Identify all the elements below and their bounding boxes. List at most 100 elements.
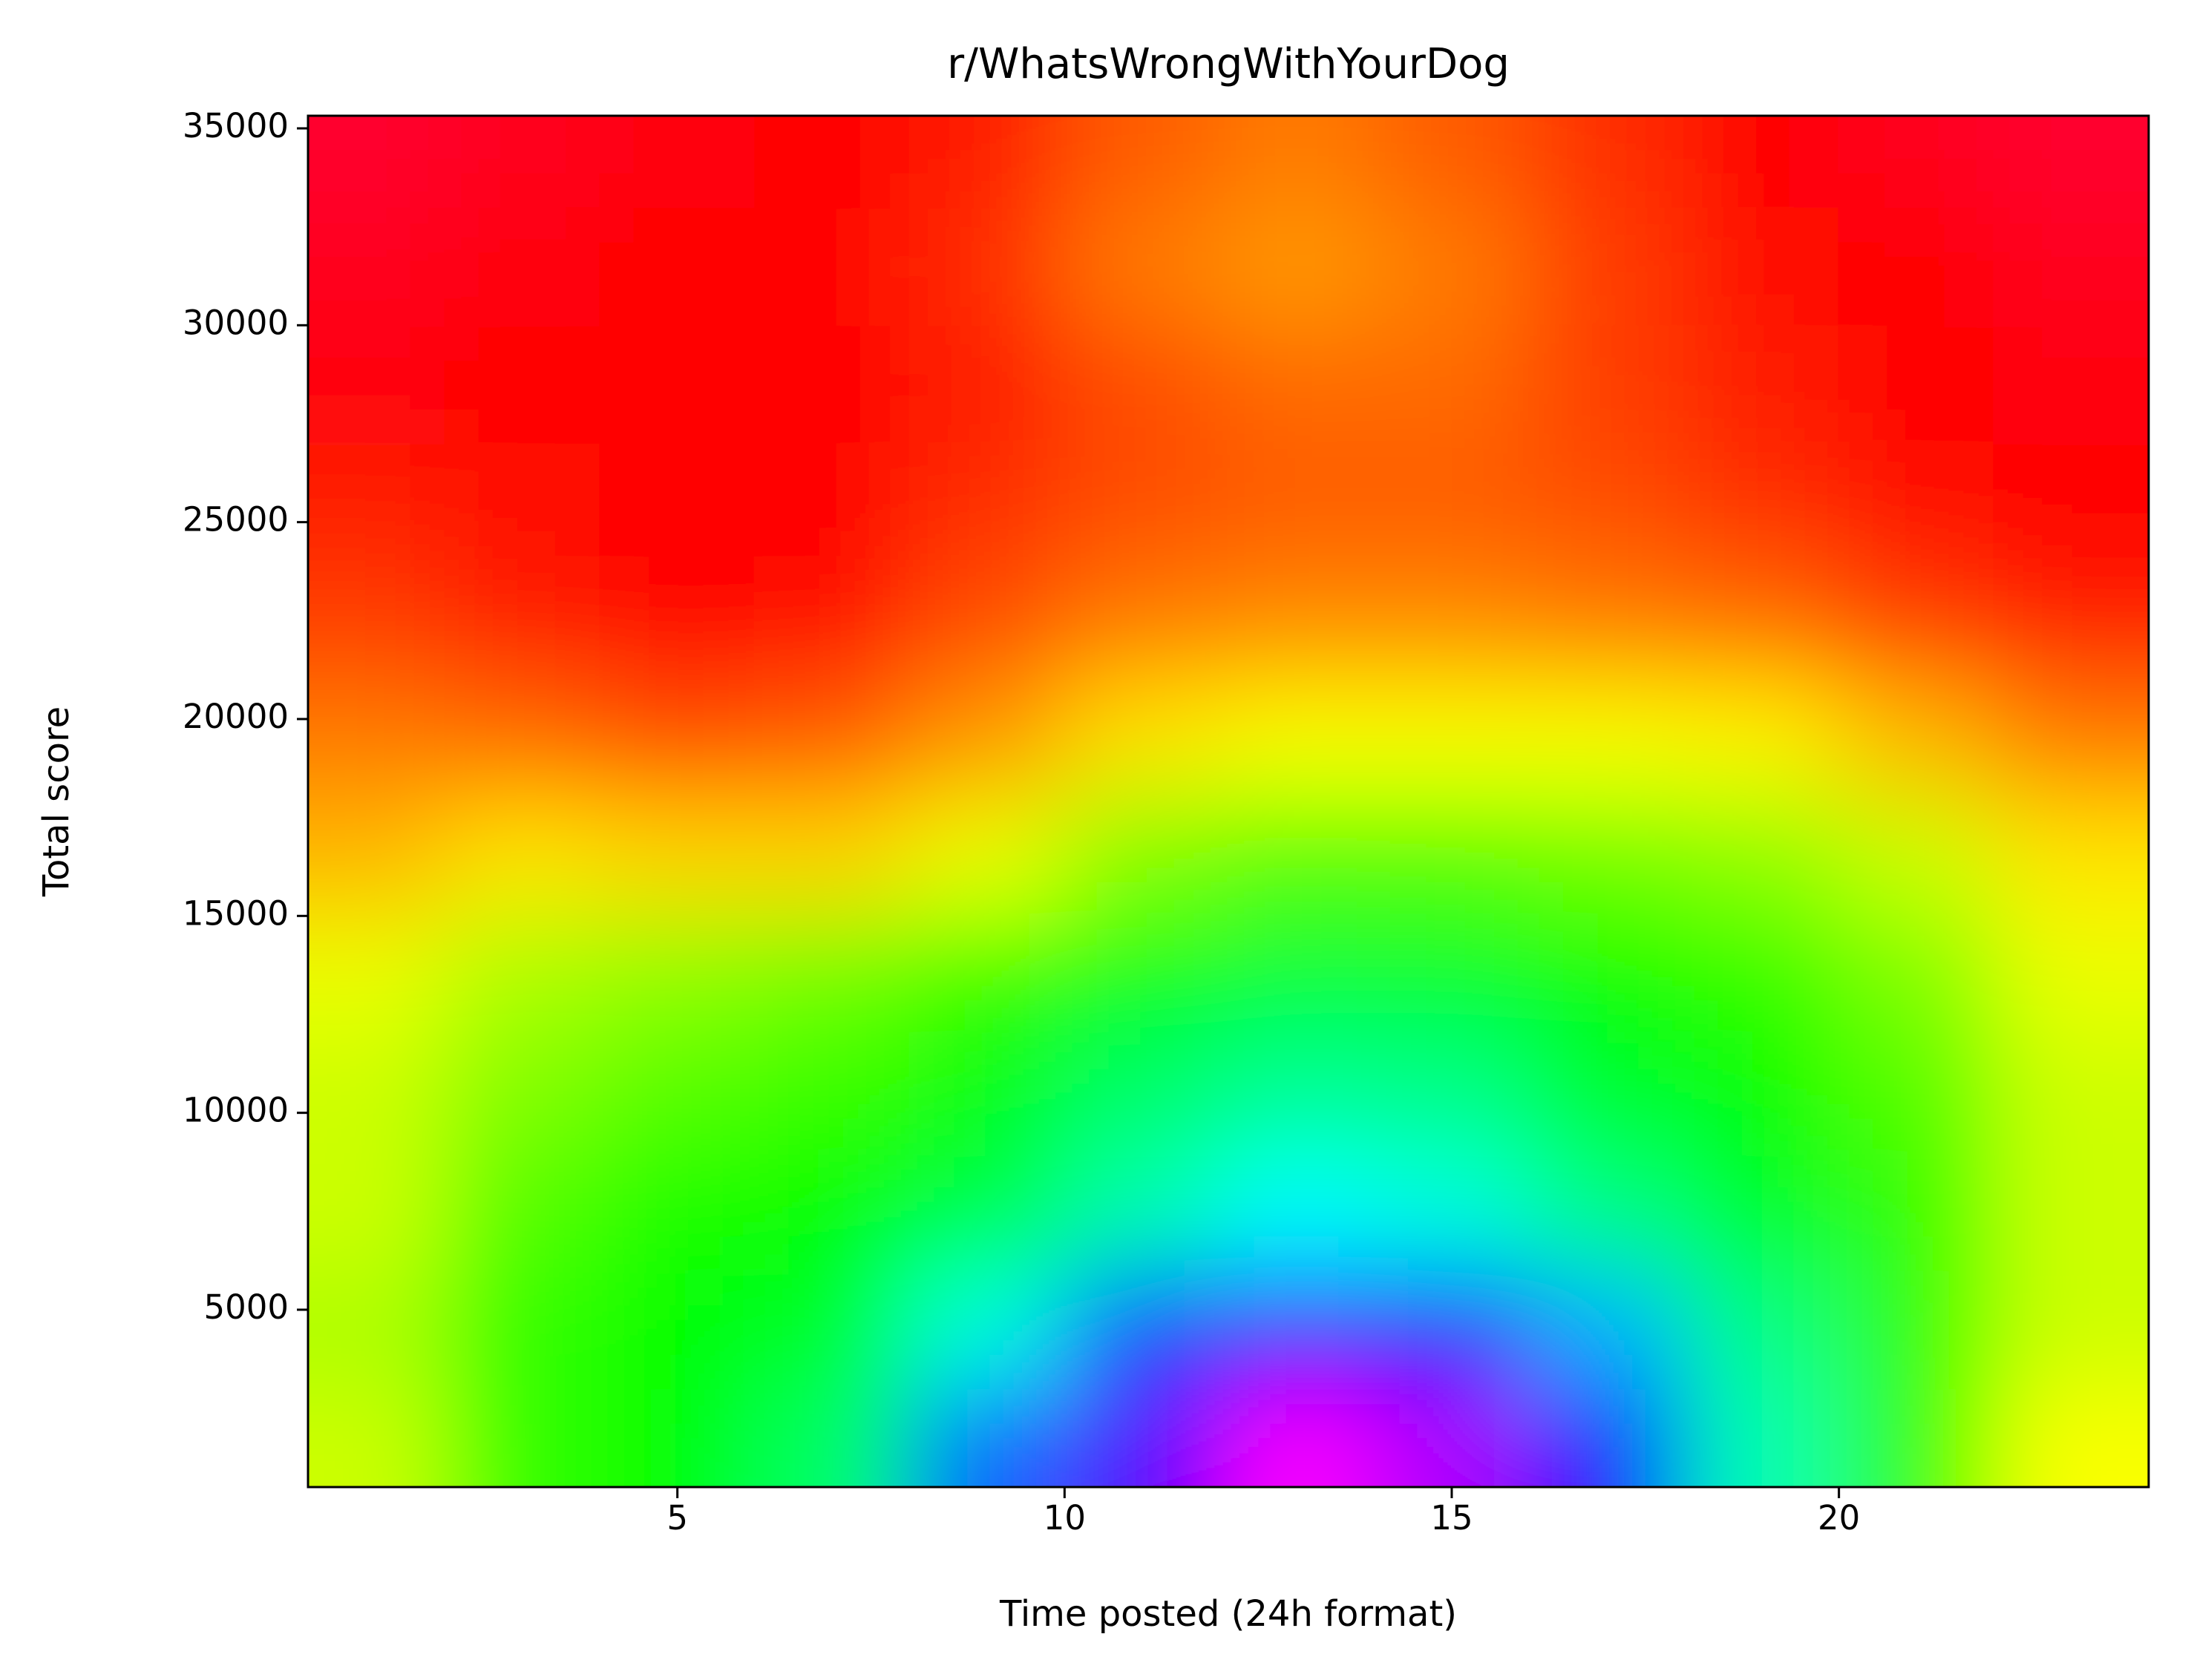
heat-cell xyxy=(599,1151,756,1271)
heat-cell xyxy=(908,116,1066,209)
heat-cell xyxy=(908,206,1066,327)
y-tick-label: 5000 xyxy=(203,1287,289,1327)
heat-cell xyxy=(444,1269,601,1390)
heat-cell xyxy=(308,442,446,562)
heat-cell xyxy=(1838,915,1995,1035)
heat-cell xyxy=(1064,1269,1221,1390)
heat-cell xyxy=(1993,1269,2149,1390)
x-tick-label: 10 xyxy=(1044,1498,1086,1538)
heat-cell xyxy=(1683,678,1840,799)
heat-cell xyxy=(444,206,601,327)
heat-cell xyxy=(308,560,446,680)
heat-cell xyxy=(599,678,756,799)
heat-cell xyxy=(1373,797,1530,917)
heat-cell xyxy=(444,915,601,1035)
heat-cell xyxy=(1528,560,1686,680)
heat-cell xyxy=(1683,116,1840,209)
heat-cell xyxy=(1373,324,1530,444)
heat-cell xyxy=(754,442,911,562)
heat-cell xyxy=(1683,206,1840,327)
heat-cell xyxy=(754,206,911,327)
heat-cell xyxy=(308,116,446,209)
heat-cell xyxy=(1683,560,1840,680)
heat-cell xyxy=(1064,116,1221,209)
heat-cell xyxy=(1528,324,1686,444)
heat-cell xyxy=(1528,915,1686,1035)
x-tick-label: 5 xyxy=(666,1498,688,1538)
heat-cell xyxy=(1838,560,1995,680)
heat-cell xyxy=(444,560,601,680)
heat-cell xyxy=(754,1033,911,1153)
heat-cell xyxy=(308,915,446,1035)
heat-cell xyxy=(444,116,601,209)
heat-cell xyxy=(1838,1033,1995,1153)
heat-cell xyxy=(1683,797,1840,917)
heat-cell xyxy=(599,915,756,1035)
heat-cell xyxy=(908,1388,1066,1487)
heat-cell xyxy=(754,116,911,209)
heat-cell xyxy=(754,560,911,680)
heat-cell xyxy=(308,797,446,917)
heat-cell xyxy=(1219,1269,1375,1390)
heat-cell xyxy=(1373,442,1530,562)
heat-cell xyxy=(1683,1033,1840,1153)
heat-cell xyxy=(1064,1151,1221,1271)
heat-cell xyxy=(1528,206,1686,327)
heat-cell xyxy=(599,324,756,444)
heat-cell xyxy=(908,1151,1066,1271)
y-tick-label: 30000 xyxy=(183,303,289,342)
heat-cell xyxy=(754,915,911,1035)
heat-cell xyxy=(1064,442,1221,562)
heat-cell xyxy=(599,206,756,327)
heat-cell xyxy=(308,1151,446,1271)
heat-cell xyxy=(1528,678,1686,799)
y-tick-label: 20000 xyxy=(183,697,289,736)
heat-cell xyxy=(908,797,1066,917)
heat-cell xyxy=(1373,1151,1530,1271)
heat-cell xyxy=(1064,324,1221,444)
heat-cell xyxy=(1373,1388,1530,1487)
heat-cell xyxy=(599,1033,756,1153)
heat-cell xyxy=(908,442,1066,562)
heat-cell xyxy=(1064,678,1221,799)
heat-cell xyxy=(1838,206,1995,327)
heat-cell xyxy=(1373,560,1530,680)
heatmap-area xyxy=(308,116,2149,1487)
heat-cell xyxy=(444,797,601,917)
heat-cell xyxy=(1219,678,1375,799)
heat-cell xyxy=(1373,1269,1530,1390)
heat-cell xyxy=(1064,1388,1221,1487)
heat-cell xyxy=(1528,1033,1686,1153)
heat-cell xyxy=(1993,324,2149,444)
heat-cell xyxy=(908,324,1066,444)
y-tick-label: 35000 xyxy=(183,106,289,145)
heat-cell xyxy=(1064,915,1221,1035)
heat-cell xyxy=(754,1269,911,1390)
x-axis-label: Time posted (24h format) xyxy=(999,1593,1457,1635)
heat-cell xyxy=(1838,797,1995,917)
heat-cell xyxy=(754,1151,911,1271)
heat-cell xyxy=(1993,560,2149,680)
heat-cell xyxy=(1064,1033,1221,1153)
heat-cell xyxy=(1064,206,1221,327)
heat-cell xyxy=(754,678,911,799)
heat-cell xyxy=(1683,1151,1840,1271)
heat-cell xyxy=(1219,560,1375,680)
heat-cell xyxy=(1219,206,1375,327)
heat-cell xyxy=(444,324,601,444)
heat-cell xyxy=(908,560,1066,680)
heat-cell xyxy=(1838,1151,1995,1271)
x-tick-label: 20 xyxy=(1818,1498,1860,1538)
heat-cell xyxy=(1993,797,2149,917)
heat-cell xyxy=(1373,116,1530,209)
heat-cell xyxy=(1373,915,1530,1035)
heat-cell xyxy=(444,678,601,799)
heat-cell xyxy=(444,1033,601,1153)
heat-cell xyxy=(1993,1033,2149,1153)
heat-cell xyxy=(599,797,756,917)
heat-cell xyxy=(1373,1033,1530,1153)
heat-cell xyxy=(1528,116,1686,209)
heat-cell xyxy=(599,560,756,680)
heat-cell xyxy=(1993,116,2149,209)
